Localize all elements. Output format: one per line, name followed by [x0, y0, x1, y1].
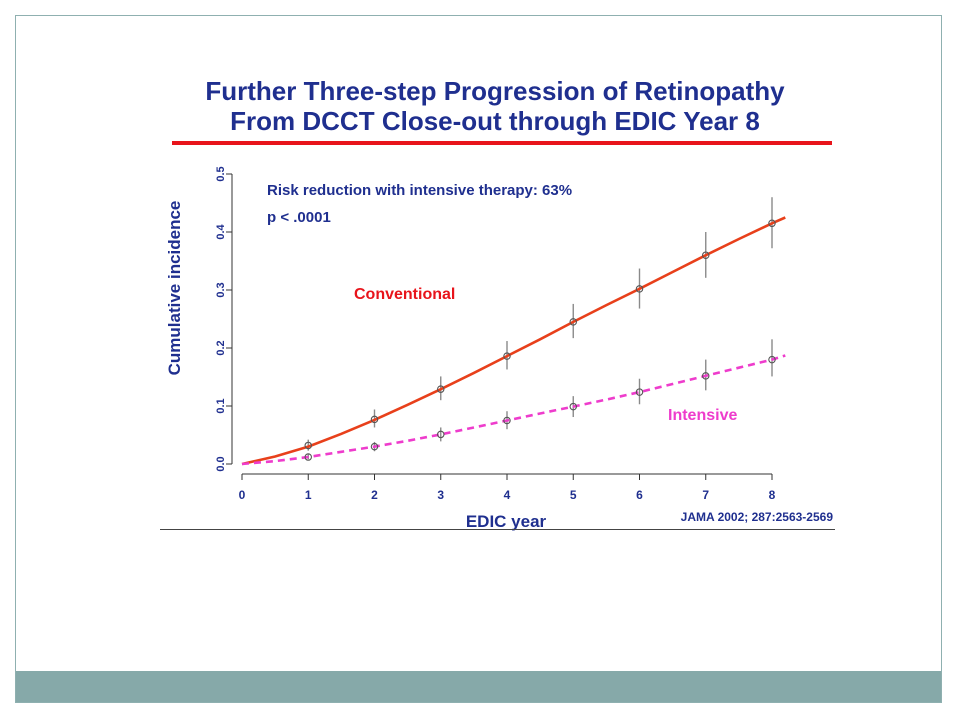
data-point-intensive: [701, 372, 710, 380]
slide-frame: [15, 15, 942, 703]
series-curves: [241, 216, 786, 466]
data-point-conventional: [701, 251, 710, 259]
x-axis-label: EDIC year: [466, 512, 547, 531]
y-tick-label: 0.1: [215, 398, 227, 413]
x-tick-label: 5: [570, 488, 577, 502]
title-line-2: From DCCT Close-out through EDIC Year 8: [230, 106, 760, 136]
data-point-conventional: [503, 352, 511, 360]
data-point-conventional: [436, 385, 445, 393]
x-tick-label: 6: [636, 488, 643, 502]
y-tick-label: 0.4: [215, 223, 227, 239]
data-point-intensive: [569, 402, 577, 411]
data-point-intensive: [370, 442, 379, 451]
chart-bottom-rule: [160, 529, 835, 530]
y-tick-label: 0.5: [215, 166, 227, 181]
data-points: [304, 219, 776, 461]
data-point-conventional: [370, 415, 379, 424]
title-underline: [172, 141, 832, 145]
footer-band: [16, 671, 941, 702]
risk-reduction-annotation: Risk reduction with intensive therapy: 6…: [267, 182, 572, 199]
x-tick-label: 3: [437, 488, 444, 502]
data-point-intensive: [503, 416, 511, 425]
y-tick-label: 0.2: [215, 340, 227, 355]
data-point-intensive: [635, 388, 644, 396]
title-line-1: Further Three-step Progression of Retino…: [205, 76, 785, 106]
series-label-intensive: Intensive: [668, 407, 737, 424]
data-point-intensive: [304, 453, 312, 461]
x-tick-label: 8: [769, 488, 776, 502]
axes: 0.0 0.1 0.2 0.3 0.4 0.5 0 1 2 3 4 5 6 7 8: [215, 166, 776, 502]
y-tick-label: 0.3: [215, 282, 227, 297]
series-line-conventional: [241, 216, 786, 466]
citation: JAMA 2002; 287:2563-2569: [681, 510, 834, 524]
x-tick-label: 7: [702, 488, 709, 502]
data-point-conventional: [569, 318, 577, 326]
p-value-annotation: p < .0001: [267, 209, 331, 226]
x-tick-label: 2: [371, 488, 378, 502]
data-point-conventional: [304, 441, 312, 450]
series-label-conventional: Conventional: [354, 286, 455, 303]
data-point-intensive: [768, 355, 776, 364]
y-axis-label: Cumulative incidence: [165, 201, 184, 376]
x-tick-label: 0: [239, 488, 246, 502]
y-tick-label: 0.0: [215, 456, 227, 471]
chart-title: Further Three-step Progression of Retino…: [160, 76, 830, 136]
data-point-conventional: [768, 219, 776, 228]
data-point-intensive: [436, 430, 445, 439]
data-point-conventional: [635, 285, 644, 293]
x-tick-label: 4: [504, 488, 511, 502]
x-tick-label: 1: [305, 488, 312, 502]
